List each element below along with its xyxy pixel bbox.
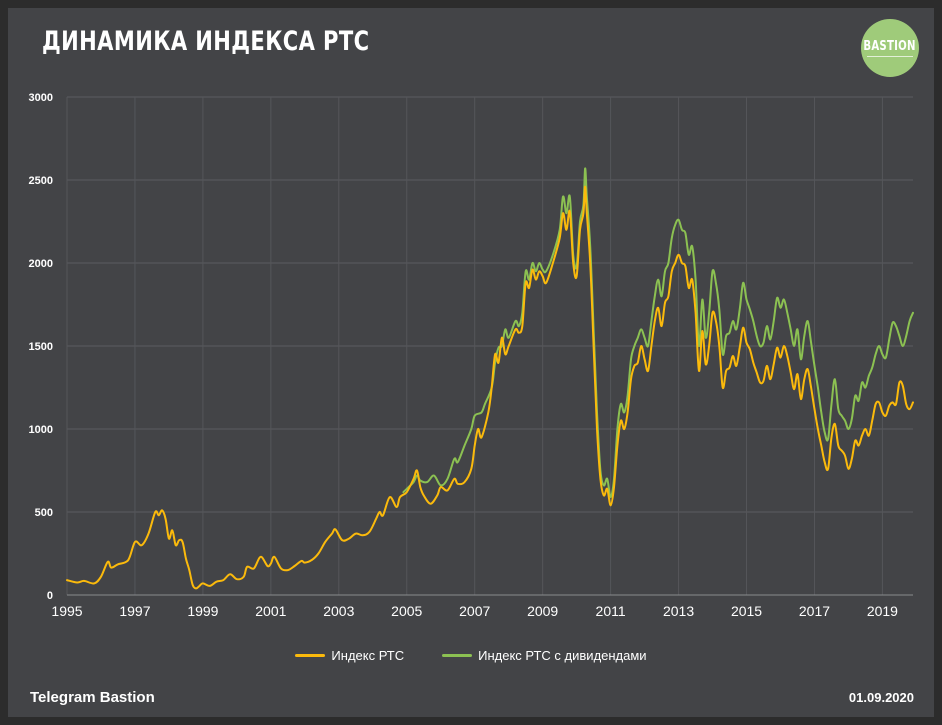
y-tick-label-500: 500 — [35, 507, 53, 519]
x-tick-label-2005: 2005 — [391, 603, 422, 619]
footer-date: 01.09.2020 — [848, 690, 914, 705]
legend-item-rts-div[interactable]: Индекс РТС с дивидендами — [442, 648, 647, 663]
legend-item-rts[interactable]: Индекс РТС — [295, 648, 404, 663]
y-tick-label-2000: 2000 — [29, 258, 53, 270]
footer-source: Telegram Bastion — [30, 689, 155, 706]
x-tick-label-2007: 2007 — [459, 603, 490, 619]
series-line-rts-dividends — [402, 167, 914, 499]
y-tick-label-2500: 2500 — [29, 175, 53, 187]
x-tick-label-1999: 1999 — [187, 603, 218, 619]
legend-swatch-rts — [295, 654, 326, 657]
legend-label-rts-div: Индекс РТС с дивидендами — [478, 648, 647, 663]
x-tick-label-2013: 2013 — [663, 603, 694, 619]
x-tick-label-2011: 2011 — [596, 603, 626, 619]
logo-text: BASTION — [863, 39, 917, 54]
bastion-logo: BASTION — [861, 19, 919, 77]
y-tick-label-1000: 1000 — [29, 424, 53, 436]
y-tick-label-0: 0 — [47, 590, 53, 602]
x-tick-label-2001: 2001 — [255, 603, 286, 619]
x-tick-label-2019: 2019 — [867, 603, 898, 619]
legend-label-rts: Индекс РТС — [331, 648, 405, 663]
series-line-rts — [66, 185, 914, 590]
x-tick-label-2017: 2017 — [799, 603, 830, 619]
x-tick-label-2003: 2003 — [323, 603, 354, 619]
chart-title: ДИНАМИКА ИНДЕКСА РТС — [42, 26, 370, 57]
x-tick-label-2015: 2015 — [731, 603, 762, 619]
logo-divider — [867, 56, 913, 57]
x-tick-label-2009: 2009 — [527, 603, 558, 619]
chart-legend: Индекс РТС Индекс РТС с дивидендами — [0, 648, 942, 663]
y-tick-label-3000: 3000 — [29, 92, 53, 104]
x-tick-label-1995: 1995 — [51, 603, 82, 619]
legend-swatch-rts-div — [442, 654, 473, 657]
chart-panel — [8, 8, 934, 717]
y-tick-label-1500: 1500 — [29, 341, 53, 353]
x-tick-label-1997: 1997 — [119, 603, 150, 619]
